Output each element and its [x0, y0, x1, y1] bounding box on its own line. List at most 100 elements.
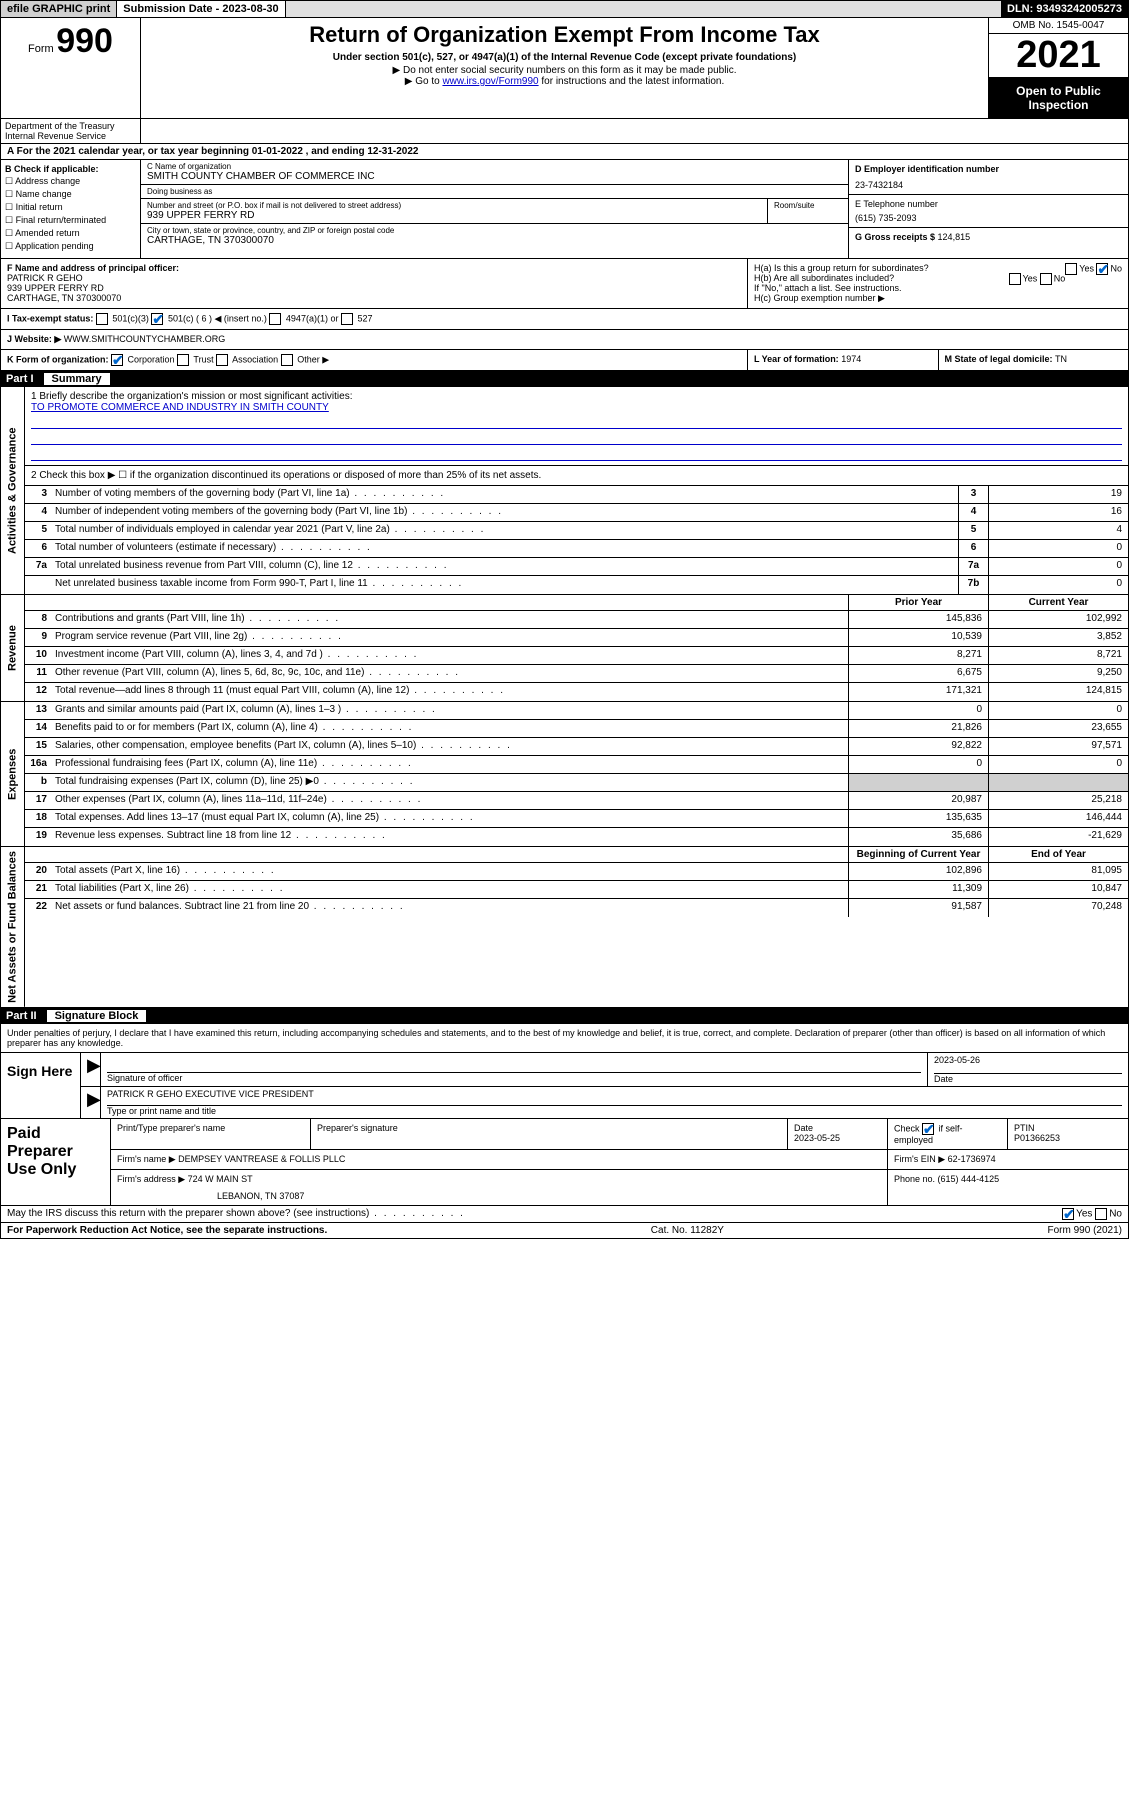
ha-no-checkbox[interactable]: [1096, 263, 1108, 275]
i-501c-checkbox[interactable]: [151, 313, 163, 325]
page-footer: For Paperwork Reduction Act Notice, see …: [0, 1223, 1129, 1239]
line-box: 3: [958, 486, 988, 503]
line-num: 19: [25, 828, 51, 846]
col-current-year: Current Year: [988, 595, 1128, 610]
k-assoc-checkbox[interactable]: [216, 354, 228, 366]
mission-block: 1 Briefly describe the organization's mi…: [25, 387, 1128, 466]
sig-officer-line: [107, 1055, 921, 1073]
discuss-yes-checkbox[interactable]: [1062, 1208, 1074, 1220]
prior-value: 135,635: [848, 810, 988, 827]
chk-initial-return[interactable]: Initial return: [5, 202, 136, 213]
line-value: 4: [988, 522, 1128, 539]
b-check-label: B Check if applicable:: [5, 164, 136, 174]
table-row: 4 Number of independent voting members o…: [25, 504, 1128, 522]
prior-value: [848, 774, 988, 791]
line-desc: Total liabilities (Part X, line 26): [51, 881, 848, 898]
line-box: 7a: [958, 558, 988, 575]
k-trust-checkbox[interactable]: [177, 354, 189, 366]
irs-link[interactable]: www.irs.gov/Form990: [442, 76, 538, 87]
prep-row-3: Firm's address ▶ 724 W MAIN ST LEBANON, …: [111, 1170, 1128, 1205]
firm-phone-cell: Phone no. (615) 444-4125: [888, 1170, 1128, 1205]
sec-a-end: 12-31-2022: [367, 146, 418, 157]
chk-name-change[interactable]: Name change: [5, 189, 136, 200]
open-to-public: Open to Public Inspection: [989, 78, 1128, 118]
table-row: Net unrelated business taxable income fr…: [25, 576, 1128, 594]
current-value: [988, 774, 1128, 791]
current-value: -21,629: [988, 828, 1128, 846]
prep-self-checkbox[interactable]: [922, 1123, 934, 1135]
discuss-yes-label: Yes: [1076, 1208, 1092, 1219]
rev-col-header: Prior Year Current Year: [25, 595, 1128, 611]
ha-yes-checkbox[interactable]: [1065, 263, 1077, 275]
city-row: City or town, state or province, country…: [141, 224, 848, 248]
current-value: 70,248: [988, 899, 1128, 917]
current-value: 97,571: [988, 738, 1128, 755]
table-row: 21 Total liabilities (Part X, line 26) 1…: [25, 881, 1128, 899]
chk-application-pending[interactable]: Application pending: [5, 241, 136, 252]
ha-label: H(a) Is this a group return for subordin…: [754, 263, 929, 273]
hb-yes-checkbox[interactable]: [1009, 273, 1021, 285]
header-center: Return of Organization Exempt From Incom…: [141, 18, 988, 118]
discuss-no-checkbox[interactable]: [1095, 1208, 1107, 1220]
header-sub2: ▶ Do not enter social security numbers o…: [147, 65, 982, 76]
header-right: OMB No. 1545-0047 2021 Open to Public In…: [988, 18, 1128, 118]
current-value: 146,444: [988, 810, 1128, 827]
j-website: J Website: ▶ WWW.SMITHCOUNTYCHAMBER.ORG: [1, 330, 1128, 349]
governance-rows: 3 Number of voting members of the govern…: [25, 486, 1128, 594]
sig-name-row: ▶ PATRICK R GEHO EXECUTIVE VICE PRESIDEN…: [81, 1087, 1128, 1118]
line-num: [25, 576, 51, 594]
dln-label: DLN:: [1007, 3, 1036, 15]
line-desc: Grants and similar amounts paid (Part IX…: [51, 702, 848, 719]
f-officer: F Name and address of principal officer:…: [1, 259, 748, 308]
discuss-no-label: No: [1109, 1208, 1122, 1219]
firm-name-value: DEMPSEY VANTREASE & FOLLIS PLLC: [178, 1154, 345, 1164]
line-value: 19: [988, 486, 1128, 503]
k-assoc-label: Association: [232, 354, 278, 364]
prior-value: 10,539: [848, 629, 988, 646]
table-row: 5 Total number of individuals employed i…: [25, 522, 1128, 540]
line-value: 0: [988, 576, 1128, 594]
table-row: 12 Total revenue—add lines 8 through 11 …: [25, 683, 1128, 701]
current-value: 81,095: [988, 863, 1128, 880]
revenue-block: Revenue Prior Year Current Year 8 Contri…: [0, 595, 1129, 702]
i-527-checkbox[interactable]: [341, 313, 353, 325]
ptin-value: P01366253: [1014, 1133, 1122, 1143]
firm-addr2-value: LEBANON, TN 37087: [217, 1191, 881, 1201]
ptin-cell: PTIN P01366253: [1008, 1119, 1128, 1149]
k-trust-label: Trust: [193, 354, 213, 364]
submission-date-cell: Submission Date - 2023-08-30: [117, 1, 285, 17]
k-corp-checkbox[interactable]: [111, 354, 123, 366]
chk-amended-return[interactable]: Amended return: [5, 228, 136, 239]
j-label: J Website: ▶: [7, 334, 64, 344]
paid-preparer-label: Paid Preparer Use Only: [1, 1119, 111, 1205]
chk-address-change[interactable]: Address change: [5, 176, 136, 187]
sig-date-label: Date: [934, 1073, 1122, 1084]
part2-header: Part II Signature Block: [0, 1008, 1129, 1024]
line-num: 21: [25, 881, 51, 898]
sec-a-begin: 01-01-2022: [252, 146, 303, 157]
i-501c3-checkbox[interactable]: [96, 313, 108, 325]
table-row: 14 Benefits paid to or for members (Part…: [25, 720, 1128, 738]
city-value: CARTHAGE, TN 370300070: [147, 235, 842, 246]
line-value: 0: [988, 540, 1128, 557]
sig-arrow-icon: ▶: [81, 1053, 101, 1086]
line-desc: Contributions and grants (Part VIII, lin…: [51, 611, 848, 628]
line-num: 7a: [25, 558, 51, 575]
k-other-checkbox[interactable]: [281, 354, 293, 366]
hb-no-checkbox[interactable]: [1040, 273, 1052, 285]
part1-title: Summary: [44, 373, 110, 385]
line-num: 17: [25, 792, 51, 809]
chk-final-return[interactable]: Final return/terminated: [5, 215, 136, 226]
i-4947-checkbox[interactable]: [269, 313, 281, 325]
efile-print-button[interactable]: efile GRAPHIC print: [1, 1, 117, 17]
line-value: 0: [988, 558, 1128, 575]
l-value: 1974: [841, 354, 861, 364]
firm-ein-value: 62-1736974: [948, 1154, 996, 1164]
current-value: 0: [988, 702, 1128, 719]
l-year: L Year of formation: 1974: [748, 350, 939, 370]
prior-value: 20,987: [848, 792, 988, 809]
hb-label: H(b) Are all subordinates included?: [754, 273, 894, 283]
line-num: 12: [25, 683, 51, 701]
omb-number: OMB No. 1545-0047: [989, 18, 1128, 34]
table-row: 11 Other revenue (Part VIII, column (A),…: [25, 665, 1128, 683]
